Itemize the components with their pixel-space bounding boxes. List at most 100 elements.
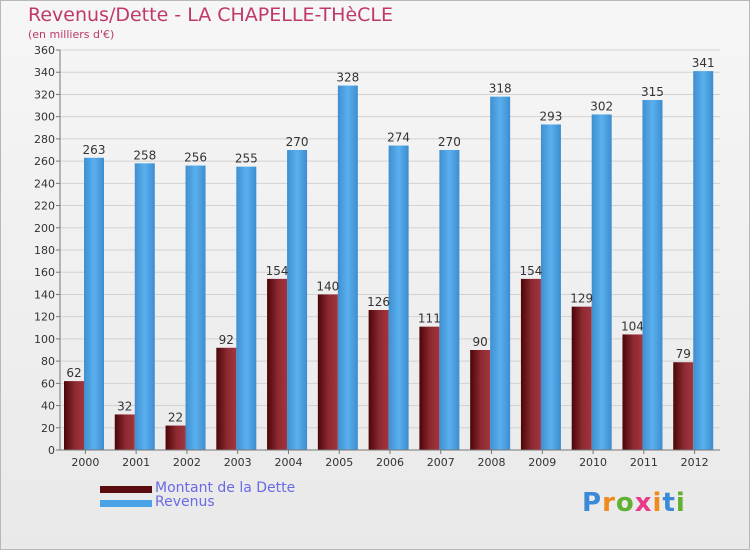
bar-revenus [642,100,663,450]
bar-revenus [540,124,561,450]
data-label: 328 [336,71,359,85]
data-label: 270 [286,135,309,149]
bar-dette [673,362,694,450]
x-tick-label: 2006 [376,456,404,469]
bar-revenus [591,114,612,450]
bar-dette [622,334,643,450]
data-label: 154 [266,264,289,278]
data-label: 318 [489,82,512,96]
x-tick-label: 2003 [224,456,252,469]
data-label: 270 [438,135,461,149]
y-tick-label: 120 [34,311,55,324]
bar-revenus [337,85,358,451]
data-label: 92 [219,333,234,347]
logo-letter: r [602,488,616,518]
bar-dette [419,326,440,450]
data-label: 263 [83,143,106,157]
y-tick-label: 240 [34,177,55,190]
data-label: 302 [590,99,613,113]
bar-revenus [693,71,714,450]
x-tick-label: 2002 [173,456,201,469]
bar-revenus [84,157,104,450]
data-label: 293 [539,109,562,123]
data-label: 32 [117,399,132,413]
y-axis-labels: 0 20 40 60 80 100 120 140 160 180 200 220 240 260 280 3… [34,44,55,457]
bar-dette [317,294,338,450]
bar-dette [470,350,491,450]
x-tick-label: 2011 [630,456,658,469]
y-tick-label: 360 [34,44,55,57]
legend-label-debt: Montant de la Dette [155,480,296,496]
data-label: 90 [473,335,488,349]
y-tick-label: 280 [34,133,55,146]
data-label: 258 [133,148,156,162]
y-tick-label: 160 [34,266,55,279]
y-tick-label: 320 [34,88,55,101]
logo-letter: P [582,488,603,518]
logo-letter: i [675,488,686,518]
y-tick-label: 0 [48,444,55,457]
data-label: 22 [168,411,183,425]
x-tick-label: 2007 [427,456,455,469]
y-tick-label: 100 [34,333,55,346]
x-tick-label: 2004 [274,456,302,469]
y-tick-label: 20 [41,422,55,435]
data-label: 79 [676,347,691,361]
data-label: 111 [418,312,441,326]
bar-dette [64,381,84,450]
y-tick-label: 140 [34,288,55,301]
x-tick-label: 2000 [71,456,99,469]
bar-revenus [134,163,155,451]
data-label: 274 [387,131,410,145]
y-tick-label: 40 [41,400,55,413]
data-label: 104 [621,319,644,333]
data-label: 154 [519,264,542,278]
x-tick-label: 2009 [528,456,556,469]
bar-dette [571,306,592,450]
x-tick-label: 2008 [478,456,506,469]
data-label: 62 [66,366,81,380]
bars [64,71,714,451]
chart-title: Revenus/Dette - LA CHAPELLE-THèCLE [28,4,393,26]
y-tick-label: 60 [41,377,55,390]
data-labels: 62 263 32 258 22 256 92 255 154 270 140 328 126 274 11… [66,56,714,424]
data-label: 256 [184,151,207,165]
bar-revenus [236,166,257,450]
legend-swatch-revenus [100,500,152,507]
y-tick-label: 80 [41,355,55,368]
bar-revenus [490,96,511,451]
bar-dette [165,425,186,450]
y-tick-label: 300 [34,111,55,124]
bar-revenus [439,150,460,450]
proxiti-logo: Proxiti [582,488,686,518]
bar-revenus [287,150,308,450]
chart-subtitle: (en milliers d'€) [28,28,115,41]
x-tick-label: 2001 [122,456,150,469]
bar-dette [114,414,135,450]
data-label: 129 [570,292,593,306]
bar-dette [216,347,237,450]
bar-revenus [388,145,409,451]
legend-label-revenus: Revenus [155,494,215,510]
logo-letter: o [615,488,635,518]
data-label: 341 [692,56,715,70]
data-label: 255 [235,152,258,166]
x-tick-label: 2012 [681,456,709,469]
bar-dette [267,278,288,450]
legend-swatch-debt [100,486,152,493]
y-tick-label: 220 [34,200,55,213]
logo-letter: x [634,488,653,518]
data-label: 140 [316,279,339,293]
x-axis-labels: 2000 2001 2002 2003 2004 2005 2006 2007 2008 2009… [71,450,709,469]
y-tick-label: 200 [34,222,55,235]
y-tick-label: 260 [34,155,55,168]
bar-dette [368,310,389,450]
bar-dette [520,278,541,450]
bar-revenus [185,165,206,451]
data-label: 315 [641,85,664,99]
data-label: 126 [367,295,390,309]
y-tick-label: 180 [34,244,55,257]
x-tick-label: 2005 [325,456,353,469]
